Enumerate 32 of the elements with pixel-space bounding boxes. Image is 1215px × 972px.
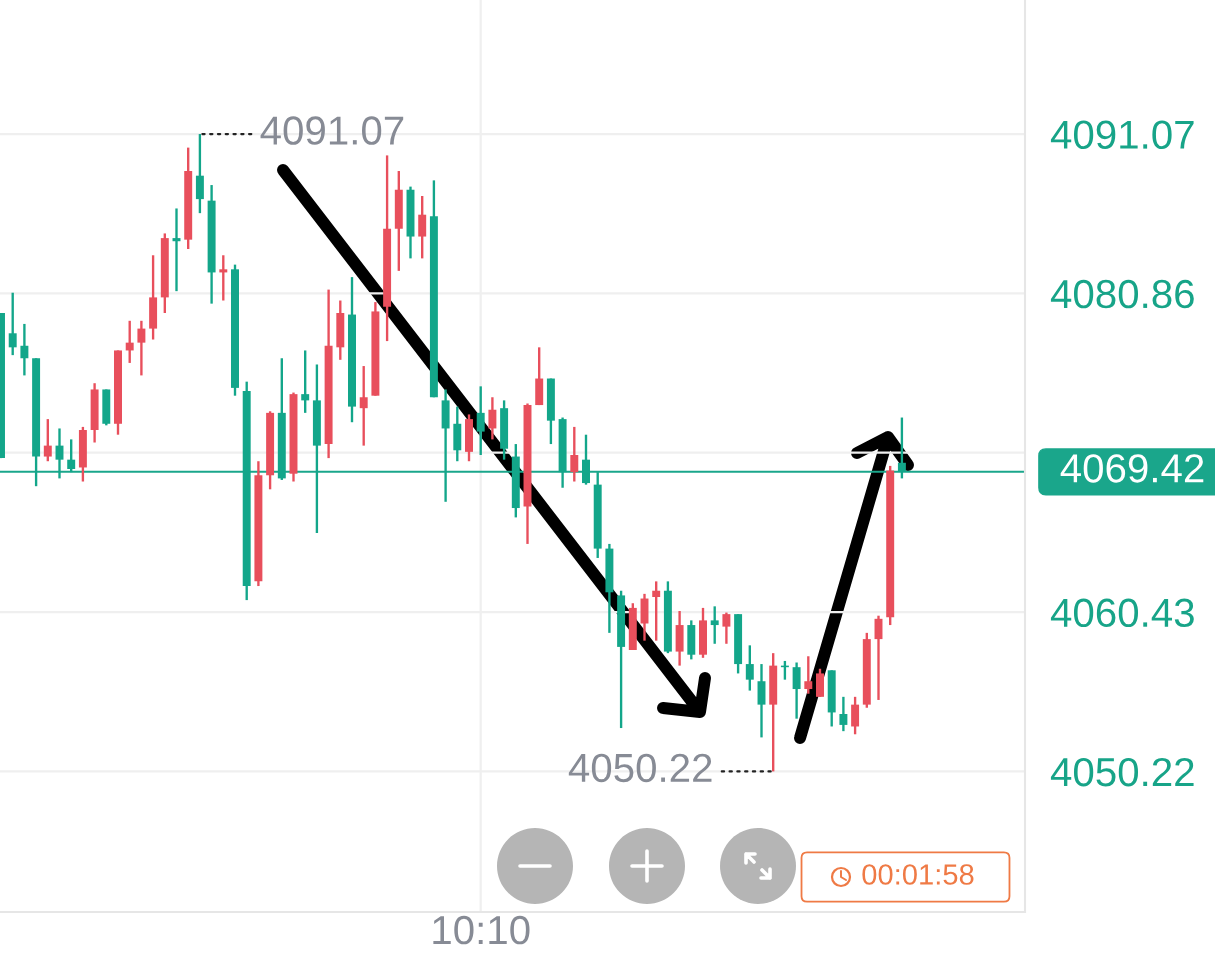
candlestick (757, 662, 766, 739)
candlestick (8, 291, 17, 357)
candlestick (359, 364, 368, 447)
candlestick (137, 319, 146, 377)
candlestick (219, 254, 228, 302)
candlestick (488, 396, 497, 441)
candlestick (851, 695, 860, 736)
candlestick (125, 319, 134, 365)
y-tick-label: 4080.86 (1050, 279, 1194, 309)
candlestick (839, 695, 848, 733)
x-tick-label: 10:10 (433, 915, 530, 945)
candlestick (804, 655, 813, 695)
y-tick-label: 4060.43 (1050, 598, 1194, 628)
y-tick-label: 4050.22 (1050, 757, 1194, 787)
candlestick (722, 611, 731, 645)
y-tick-label: 4091.07 (1050, 120, 1194, 150)
candlestick (195, 132, 204, 215)
candlestick (816, 667, 824, 699)
annotation: 4091.07 (260, 116, 404, 145)
candlestick (418, 194, 427, 260)
candlestick (20, 322, 29, 377)
candlestick (570, 425, 579, 483)
candlestick (43, 417, 52, 463)
ref-line-label: 4069.42 (1060, 454, 1204, 483)
candlestick (301, 349, 310, 415)
annotation: 4050.22 (568, 753, 712, 783)
annotation: 00:01:58 (862, 864, 974, 885)
candlestick (792, 661, 801, 720)
candlestick (745, 644, 754, 692)
candlestick (710, 605, 719, 645)
candlestick (652, 580, 661, 642)
candlestick (476, 385, 485, 457)
